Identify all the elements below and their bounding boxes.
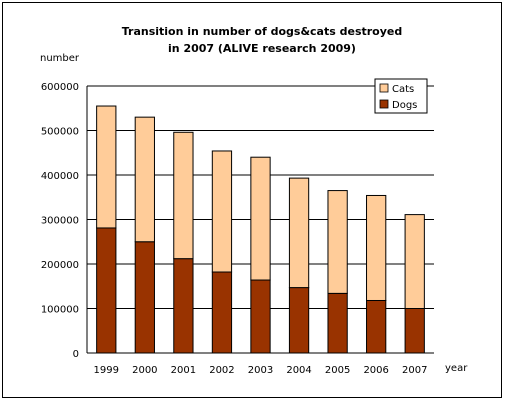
y-tick-label: 100000	[41, 305, 79, 316]
y-axis-label: number	[40, 53, 80, 64]
x-tick-label: 2000	[132, 365, 157, 376]
bar-cats-2004	[288, 177, 310, 289]
bar-cats-2002	[211, 150, 233, 273]
y-tick-label: 500000	[41, 127, 79, 138]
legend-label-cats: Cats	[392, 84, 414, 95]
legend-swatch-cats	[379, 83, 389, 93]
x-tick-label: 2004	[286, 365, 311, 376]
y-tick-label: 0	[73, 349, 79, 360]
y-tick-label: 600000	[41, 82, 79, 93]
x-tick-label: 2003	[248, 365, 273, 376]
y-tick-label: 400000	[41, 171, 79, 182]
legend-swatch-dogs	[379, 99, 389, 109]
bar-cats-2001	[173, 131, 194, 260]
bar-dogs-2004	[288, 287, 310, 354]
x-axis-label: year	[445, 363, 468, 374]
axes	[86, 86, 434, 354]
bar-dogs-2005	[327, 292, 348, 354]
bar-dogs-2001	[173, 258, 194, 354]
chart-title-line2: in 2007 (ALIVE research 2009)	[168, 42, 356, 55]
x-tick-label: 2001	[171, 365, 196, 376]
bar-dogs-2003	[250, 279, 271, 354]
bar-cats-2000	[134, 116, 155, 243]
chart-title-line1: Transition in number of dogs&cats destro…	[122, 25, 403, 38]
y-tick-labels: 0 100000 200000 300000 400000 500000 600000	[41, 82, 79, 360]
x-tick-label: 1999	[94, 365, 119, 376]
y-tick-label: 200000	[41, 260, 79, 271]
bar-cats-2007	[404, 214, 425, 309]
bar-cats-2006	[366, 194, 387, 301]
bar-dogs-2002	[211, 271, 233, 354]
bar-dogs-1999	[96, 227, 117, 354]
bar-cats-1999	[96, 105, 117, 229]
bar-dogs-2007	[404, 308, 425, 354]
x-tick-label: 2006	[363, 365, 388, 376]
x-tick-label: 2007	[402, 365, 427, 376]
bar-dogs-2006	[366, 299, 387, 354]
bar-cats-2005	[327, 190, 348, 294]
legend: Cats Dogs	[374, 78, 428, 114]
x-tick-label: 2005	[325, 365, 350, 376]
legend-label-dogs: Dogs	[392, 100, 417, 111]
y-tick-label: 300000	[41, 216, 79, 227]
x-tick-label: 2002	[209, 365, 234, 376]
bar-dogs-2000	[134, 241, 155, 354]
x-tick-labels: 1999 2000 2001 2002 2003 2004 2005 2006 2007	[94, 365, 428, 376]
bars	[96, 105, 425, 354]
bar-cats-2003	[250, 156, 271, 281]
